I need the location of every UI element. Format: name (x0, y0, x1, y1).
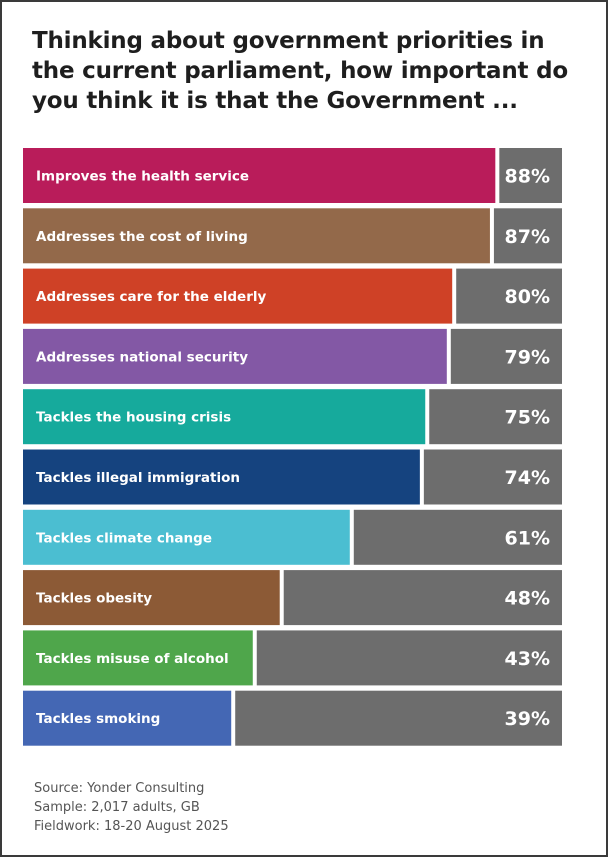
category-label: Tackles the housing crisis (36, 410, 231, 426)
bar (23, 690, 232, 746)
value-label: 79% (505, 346, 550, 368)
bar-remainder (429, 389, 562, 445)
category-label: Tackles climate change (36, 530, 212, 546)
value-label: 88% (505, 166, 550, 188)
bar-remainder (256, 630, 562, 686)
bar-remainder (499, 148, 562, 203)
category-label: Tackles illegal immigration (36, 470, 240, 486)
bar-remainder (423, 449, 562, 505)
bar (23, 148, 496, 203)
value-label: 39% (505, 708, 550, 730)
bar-row: Addresses national security 79% (23, 328, 562, 384)
bar-remainder (450, 328, 562, 384)
fieldwork-line: Fieldwork: 18-20 August 2025 (34, 819, 229, 834)
bar (23, 328, 447, 384)
bar-remainder (493, 208, 562, 264)
value-label: 74% (505, 467, 550, 489)
bar (23, 449, 420, 505)
bar (23, 389, 426, 445)
bar-remainder (353, 509, 562, 565)
bar-row: Tackles the housing crisis 75% (23, 389, 562, 445)
category-label: Addresses care for the elderly (36, 289, 266, 305)
bar-row: Tackles misuse of alcohol 43% (23, 630, 562, 686)
bar (23, 268, 453, 324)
category-label: Addresses the cost of living (36, 229, 248, 245)
bar-row: Improves the health service 88% (23, 148, 562, 203)
value-label: 48% (505, 588, 550, 610)
bar (23, 630, 253, 686)
source-notes: Source: Yonder Consulting Sample: 2,017 … (34, 779, 229, 836)
category-label: Addresses national security (36, 349, 248, 365)
category-label: Improves the health service (36, 169, 249, 185)
bar-row: Tackles climate change 61% (23, 509, 562, 565)
chart-title: Thinking about government priorities in … (32, 28, 568, 114)
bar (23, 208, 490, 264)
bar-row: Addresses care for the elderly 80% (23, 268, 562, 324)
bar (23, 509, 350, 565)
value-label: 87% (505, 226, 550, 248)
value-label: 43% (505, 648, 550, 670)
bar-row: Addresses the cost of living 87% (23, 208, 562, 264)
bar-row: Tackles illegal immigration 74% (23, 449, 562, 505)
bar-remainder (283, 570, 562, 626)
bar-remainder (456, 268, 562, 324)
value-label: 61% (505, 527, 550, 549)
bar-remainder (235, 690, 562, 746)
bar-row: Tackles smoking 39% (23, 690, 562, 746)
category-label: Tackles obesity (36, 591, 152, 607)
bar-row: Tackles obesity 48% (23, 570, 562, 626)
bar (23, 570, 280, 626)
value-label: 80% (505, 286, 550, 308)
source-line: Source: Yonder Consulting (34, 781, 205, 796)
category-label: Tackles smoking (36, 711, 160, 727)
value-label: 75% (505, 407, 550, 429)
category-label: Tackles misuse of alcohol (36, 651, 229, 667)
sample-line: Sample: 2,017 adults, GB (34, 800, 200, 815)
